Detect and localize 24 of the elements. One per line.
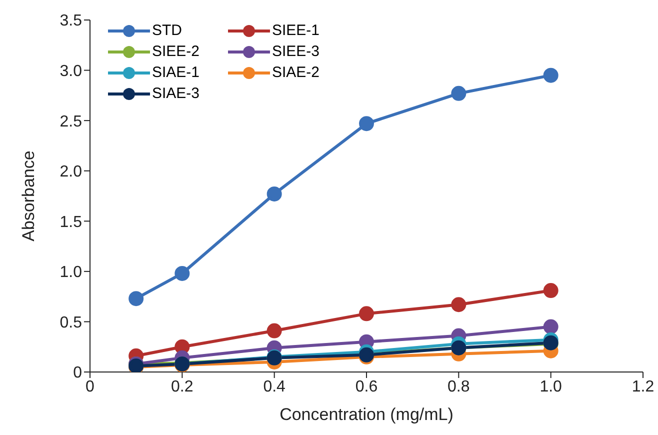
y-tick-label: 0 — [73, 364, 82, 382]
x-tick-label: 0.6 — [355, 378, 378, 396]
legend-label: SIEE-2 — [152, 43, 200, 60]
y-tick-label: 3.0 — [60, 62, 82, 80]
y-tick-label: 2.0 — [60, 164, 82, 181]
y-tick-label: 1.5 — [60, 214, 82, 231]
legend-label: STD — [152, 22, 182, 39]
x-tick-label: 0.2 — [171, 378, 194, 396]
x-tick-label: 1.0 — [540, 378, 562, 396]
y-tick-label: 3.5 — [60, 12, 82, 30]
x-tick-label: 0 — [86, 378, 95, 396]
legend-label: SIAE-1 — [152, 64, 200, 81]
x-tick-label: 1.2 — [632, 378, 654, 396]
x-tick-label: 0.8 — [448, 378, 470, 396]
y-tick-label: 2.5 — [60, 113, 82, 130]
legend-label: SIEE-1 — [272, 22, 320, 39]
legend-label: SIAE-3 — [152, 85, 200, 102]
y-axis-title: Absorbance — [19, 150, 38, 242]
legend-label: SIAE-2 — [272, 64, 320, 81]
y-tick-label: 1.0 — [60, 264, 82, 282]
legend-label: SIEE-3 — [272, 43, 320, 60]
x-tick-label: 0.4 — [263, 378, 286, 396]
x-axis-title: Concentration (mg/mL) — [280, 405, 454, 424]
y-tick-label: 0.5 — [60, 314, 82, 332]
